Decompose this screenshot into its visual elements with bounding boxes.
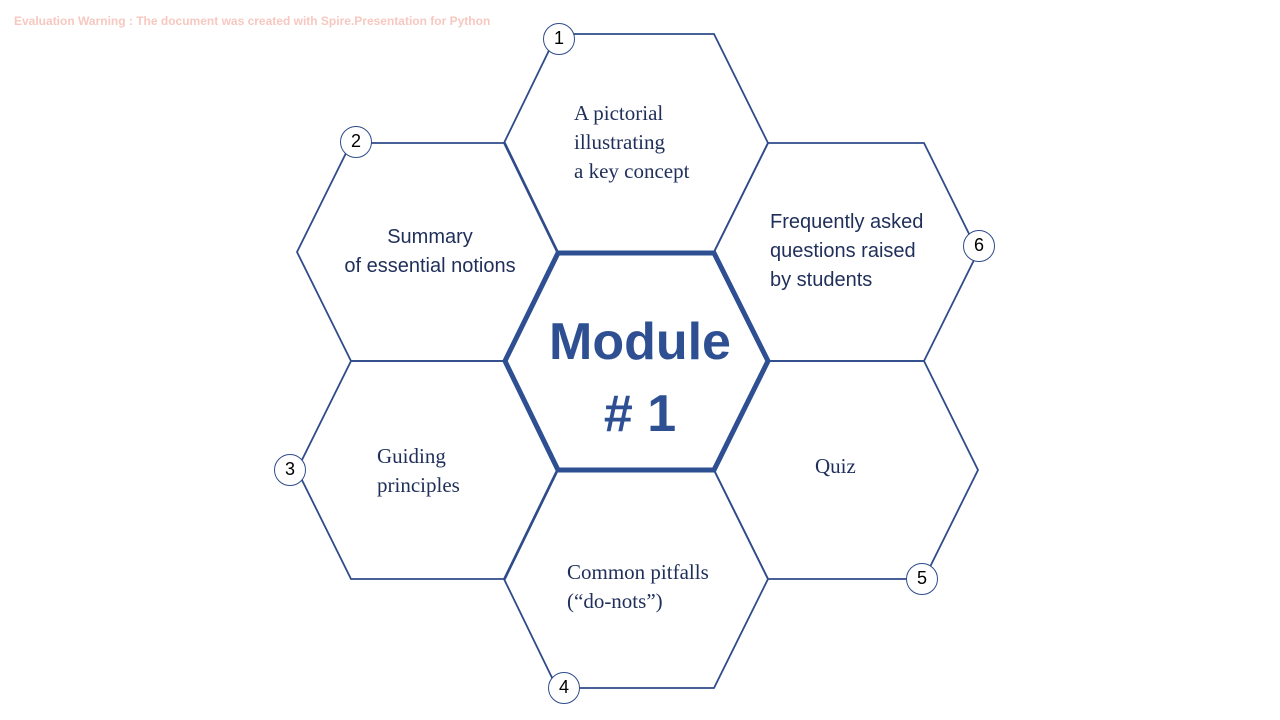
evaluation-watermark: Evaluation Warning : The document was cr… xyxy=(14,14,491,28)
number-badge-4: 4 xyxy=(548,672,580,704)
number-badge-2: 2 xyxy=(340,126,372,158)
center-title: Module # 1 xyxy=(549,313,731,443)
hex-4-label: Common pitfalls (“do-nots”) xyxy=(567,560,709,613)
number-badge-3: 3 xyxy=(274,454,306,486)
hex-5-label: Quiz xyxy=(815,454,856,478)
hex-6-label: Frequently asked questions raised by stu… xyxy=(770,211,924,291)
hex-1-label: A pictorial illustrating a key concept xyxy=(574,101,690,183)
hex-3-label: Guiding principles xyxy=(377,444,460,497)
center-hex-outline xyxy=(502,250,771,473)
number-badge-1: 1 xyxy=(543,23,575,55)
hex-2-label: Summary of essential notions xyxy=(344,226,516,277)
number-badge-5: 5 xyxy=(906,563,938,595)
number-badge-6: 6 xyxy=(963,230,995,262)
